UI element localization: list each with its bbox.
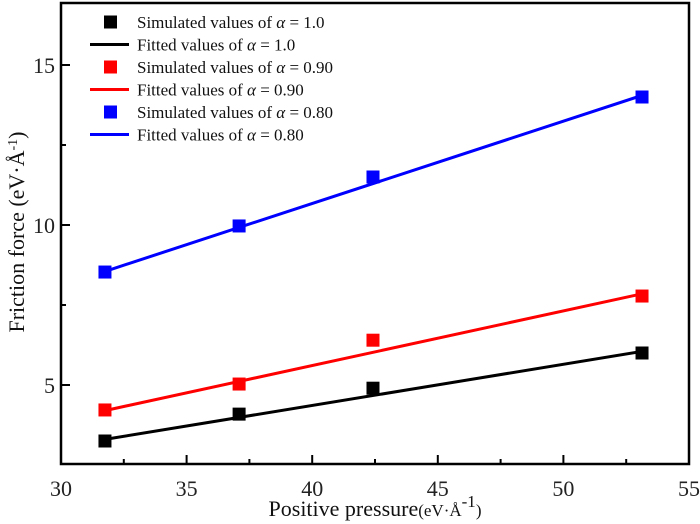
fitted-line [104,349,643,441]
data-point [232,377,246,391]
x-axis-title-main: Positive pressure [269,496,419,521]
legend-label: Fitted values of α = 0.80 [137,126,304,145]
y-axis-title: Friction force (eV·Å-1) [4,131,29,332]
y-tick-label: 10 [33,213,55,238]
x-axis-title: Positive pressure(eV·Å-1) [269,492,482,522]
legend-item: Simulated values of α = 1.0 [104,13,325,32]
data-point [635,289,649,303]
data-point [635,90,649,104]
x-axis-title-close: ) [476,501,482,520]
y-axis-title-sup: -1 [6,139,21,151]
x-axis-title-unit: (eV·Å [418,501,462,520]
legend-item: Simulated values of α = 0.90 [104,58,333,77]
x-tick-label: 30 [50,476,72,501]
data-point [98,403,112,417]
data-point [232,219,246,233]
data-point [232,407,246,421]
legend-label: Simulated values of α = 1.0 [137,13,325,32]
legend-label: Simulated values of α = 0.80 [137,103,333,122]
y-axis-title-main: Friction force (eV·Å [4,150,29,332]
legend-label: Fitted values of α = 0.90 [137,81,304,100]
legend-label: Fitted values of α = 1.0 [137,36,295,55]
legend-marker [104,60,117,74]
x-axis-title-sup: -1 [462,492,476,511]
legend: Simulated values of α = 1.0 Fitted values… [90,13,333,145]
y-tick-label: 5 [44,373,55,398]
legend-marker [104,15,117,29]
data-point [98,265,112,279]
legend-item: Simulated values of α = 0.80 [104,103,333,122]
y-axis-title-close: ) [4,131,29,138]
x-tick-label: 45 [427,476,449,501]
legend-item: Fitted values of α = 0.90 [90,81,304,100]
legend-item: Fitted values of α = 1.0 [90,36,295,55]
y-tick-label: 15 [33,53,55,78]
legend-label: Simulated values of α = 0.90 [137,58,333,77]
data-point [98,434,112,448]
data-point [366,170,380,184]
data-point [366,333,380,347]
x-tick-label: 55 [678,476,700,501]
x-tick-label: 40 [301,476,323,501]
legend-marker [104,105,117,119]
x-axis: 30 35 40 45 50 55 [50,455,700,501]
x-tick-label: 35 [176,476,198,501]
y-axis: 5 10 15 [33,53,70,398]
fitted-line [104,292,643,413]
plot-marks [98,90,649,448]
legend-item: Fitted values of α = 0.80 [90,126,304,145]
x-tick-label: 50 [552,476,574,501]
data-point [366,381,380,395]
data-point [635,346,649,360]
